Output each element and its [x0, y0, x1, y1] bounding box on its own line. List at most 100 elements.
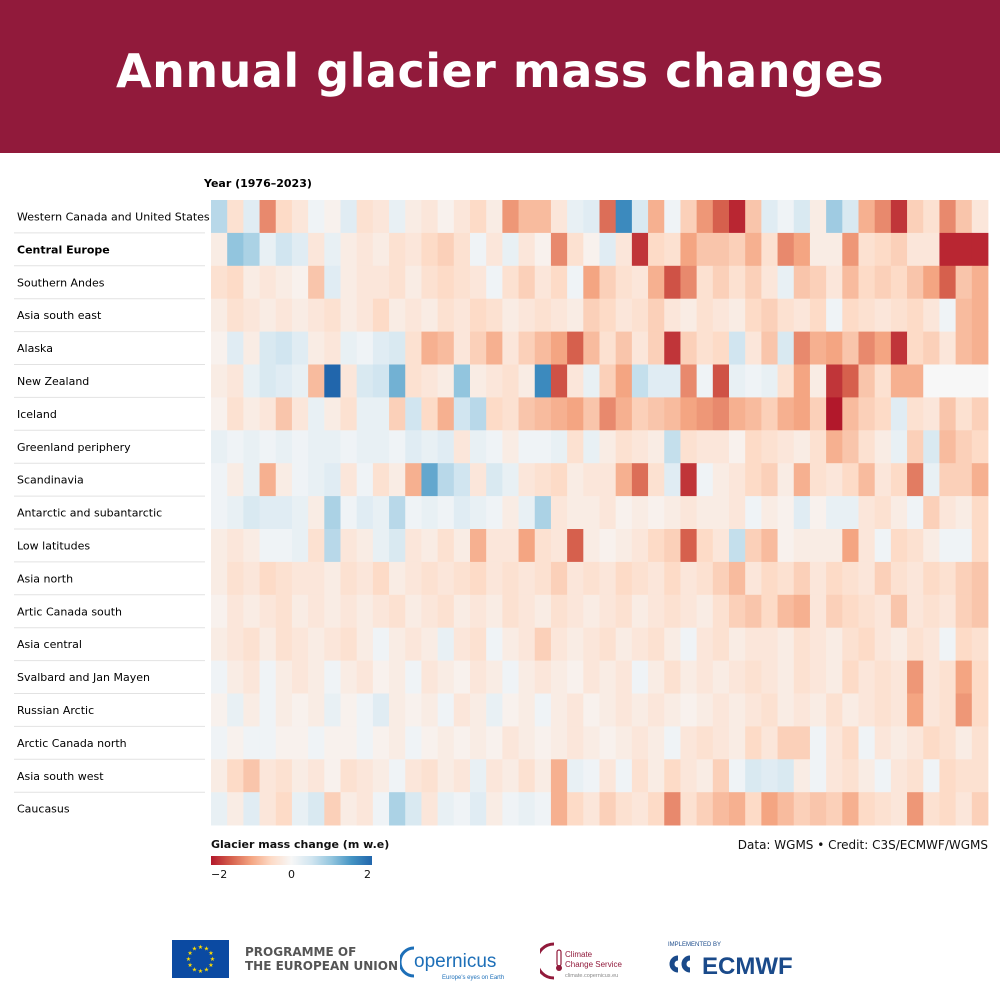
heatmap-cell	[712, 496, 730, 530]
heatmap-cell	[664, 200, 681, 234]
heatmap-cell	[777, 232, 795, 267]
region-label: Central Europe	[17, 243, 110, 256]
heatmap-cell	[534, 792, 552, 826]
heatmap-cell	[275, 298, 293, 332]
heatmap-cell	[842, 265, 859, 300]
heatmap-cell	[648, 759, 665, 793]
heatmap-cell	[874, 265, 892, 300]
heatmap-cell	[664, 397, 681, 431]
heatmap-cell	[324, 430, 341, 464]
heatmap-cell	[583, 200, 600, 234]
heatmap-cell	[680, 364, 698, 398]
heatmap-cell	[227, 627, 244, 661]
heatmap-cell	[729, 200, 746, 234]
heatmap-cell	[211, 726, 228, 760]
heatmap-cell	[729, 594, 746, 629]
heatmap-cell	[874, 561, 892, 596]
heatmap-cell	[664, 726, 681, 760]
heatmap-cell	[745, 726, 762, 760]
heatmap-cell	[470, 759, 487, 793]
heatmap-cell	[437, 759, 455, 793]
heatmap-cell	[923, 529, 940, 563]
heatmap-cell	[453, 298, 471, 332]
heatmap-cell	[680, 265, 698, 300]
heatmap-cell	[648, 463, 665, 497]
heatmap-cell	[389, 792, 406, 826]
heatmap-cell	[615, 693, 633, 727]
heatmap-cell	[453, 397, 471, 431]
heatmap-cell	[890, 364, 908, 398]
heatmap-cell	[470, 529, 487, 563]
heatmap-cell	[761, 265, 778, 300]
heatmap-cell	[243, 660, 260, 694]
heatmap-cell	[842, 364, 859, 398]
heatmap-cell	[971, 331, 989, 365]
heatmap-cell	[405, 298, 422, 332]
heatmap-cell	[712, 298, 730, 332]
heatmap-cell	[405, 792, 422, 826]
heatmap-cell	[939, 660, 957, 694]
heatmap-cell	[712, 660, 730, 694]
heatmap-cell	[761, 200, 778, 234]
heatmap-cell	[955, 693, 973, 727]
heatmap-cell	[356, 331, 374, 365]
heatmap-cell	[291, 792, 309, 826]
heatmap-cell	[648, 726, 665, 760]
heatmap-cell	[761, 561, 778, 596]
heatmap-cell	[421, 529, 439, 563]
heatmap-cell	[324, 463, 341, 497]
heatmap-cell	[809, 430, 827, 464]
svg-text:★: ★	[192, 966, 197, 973]
heatmap-cell	[275, 561, 293, 596]
heatmap-cell	[308, 364, 325, 398]
eu-flag-icon: ★ ★★ ★★★ ★★★ ★★★	[172, 940, 229, 978]
heatmap-cell	[745, 397, 762, 431]
heatmap-cell	[389, 726, 406, 760]
heatmap-cell	[259, 397, 277, 431]
heatmap-cell	[243, 792, 260, 826]
heatmap-cell	[842, 463, 859, 497]
heatmap-cell	[340, 561, 358, 596]
heatmap-cell	[567, 627, 584, 661]
heatmap-cell	[583, 693, 600, 727]
heatmap-cell	[243, 496, 260, 530]
heatmap-cell	[583, 232, 600, 267]
heatmap-cell	[696, 397, 714, 431]
page-title: Annual glacier mass changes	[116, 44, 884, 98]
heatmap-cell	[534, 660, 552, 694]
heatmap-cell	[308, 693, 325, 727]
heatmap-cell	[470, 200, 487, 234]
heatmap-cell	[470, 726, 487, 760]
heatmap-cell	[291, 693, 309, 727]
heatmap-cell	[599, 430, 617, 464]
heatmap-cell	[486, 529, 503, 563]
heatmap-cell	[971, 232, 989, 267]
heatmap-cell	[615, 331, 633, 365]
region-label: Southern Andes	[17, 276, 105, 289]
heatmap-cell	[858, 496, 876, 530]
heatmap-cell	[453, 759, 471, 793]
heatmap-cell	[356, 496, 374, 530]
heatmap-cell	[453, 232, 471, 267]
heatmap-cell	[340, 265, 358, 300]
heatmap-cell	[324, 200, 341, 234]
heatmap-cell	[211, 430, 228, 464]
heatmap-cell	[842, 726, 859, 760]
heatmap-cell	[227, 594, 244, 629]
heatmap-cell	[437, 463, 455, 497]
heatmap-cell	[227, 759, 244, 793]
heatmap-cell	[372, 397, 390, 431]
heatmap-cell	[939, 430, 957, 464]
heatmap-cell	[599, 397, 617, 431]
heatmap-cell	[907, 792, 924, 826]
svg-text:★: ★	[192, 946, 197, 953]
heatmap-cell	[907, 331, 924, 365]
heatmap-cell	[405, 200, 422, 234]
heatmap-cell	[745, 627, 762, 661]
heatmap-cell	[518, 726, 536, 760]
heatmap-cell	[826, 496, 843, 530]
heatmap-cell	[745, 660, 762, 694]
heatmap-cell	[777, 298, 795, 332]
heatmap-cell	[955, 627, 973, 661]
heatmap-cell	[583, 397, 600, 431]
